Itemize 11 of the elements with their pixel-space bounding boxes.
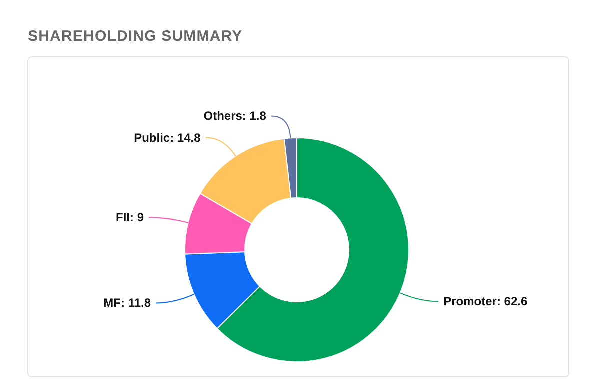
- slice-label: Promoter: [444, 294, 498, 309]
- slice-label: MF: [104, 296, 121, 310]
- data-label: : 14.8: [170, 130, 202, 145]
- chart-title: SHAREHOLDING SUMMARY: [28, 28, 243, 45]
- data-label: : 9: [130, 210, 144, 224]
- slice-label: Others: [204, 109, 243, 124]
- slice-label: Public: [134, 130, 170, 145]
- slice-label: FII: [116, 210, 130, 224]
- data-label: : 11.8: [120, 296, 152, 310]
- data-label: : 1.8: [242, 109, 267, 124]
- data-label: : 62.6: [496, 294, 528, 309]
